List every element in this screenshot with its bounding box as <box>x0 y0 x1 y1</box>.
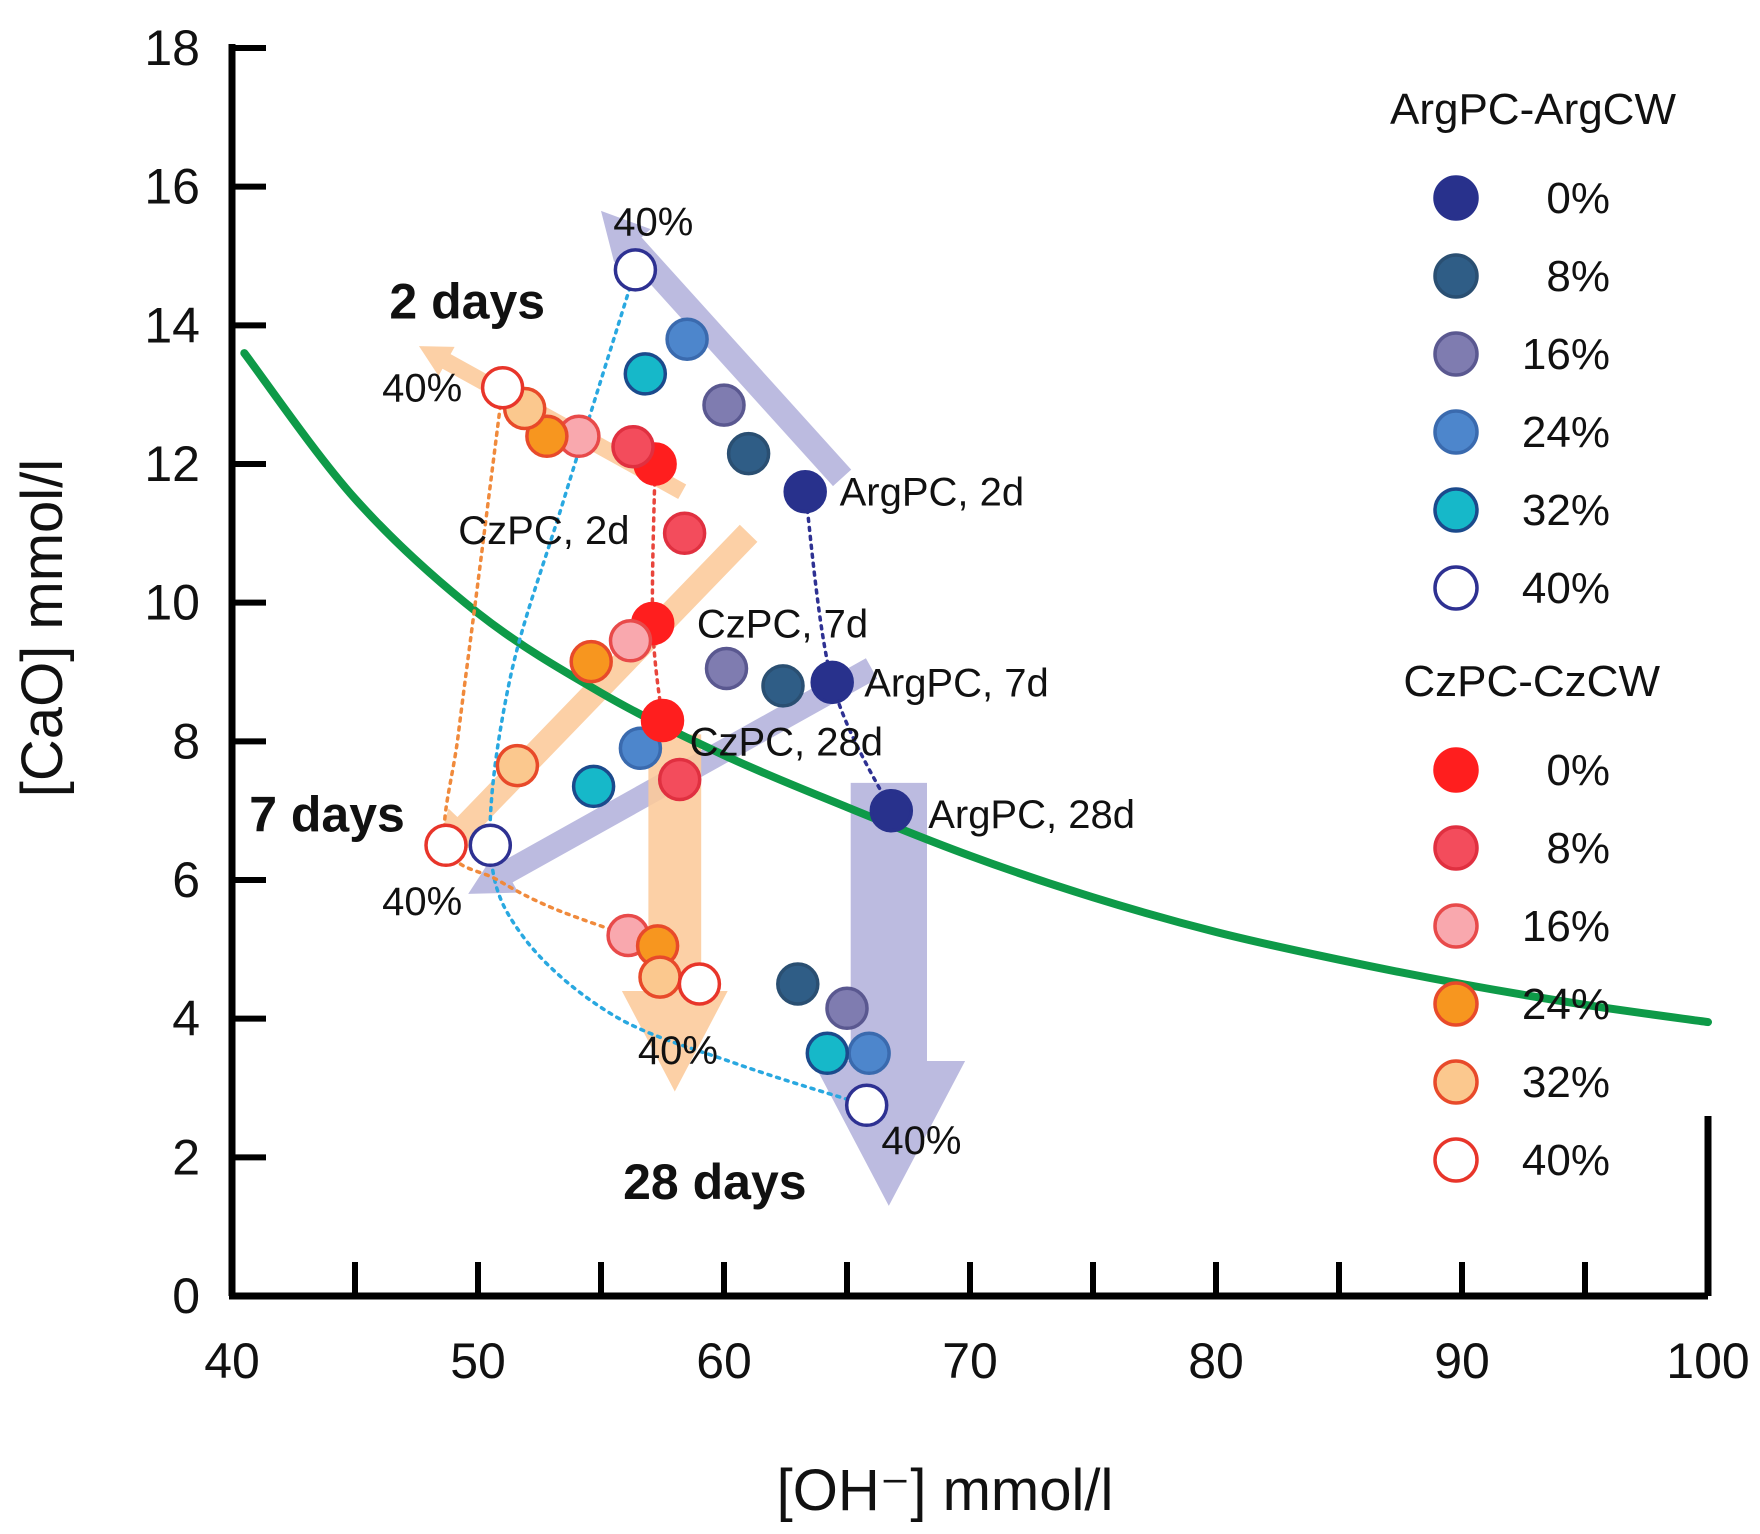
label-czpc-28d: CzPC, 28d <box>690 720 883 764</box>
x-tick-label: 40 <box>204 1333 260 1389</box>
label-argpc-2d: ArgPC, 2d <box>840 471 1025 515</box>
legend-label: 0% <box>1546 746 1610 795</box>
cz-40-path <box>442 385 630 938</box>
argpc-point-level4-1 <box>571 764 616 809</box>
y-tick-label: 10 <box>144 575 200 631</box>
legend-label: 24% <box>1522 408 1610 457</box>
argpc-point-level5-2 <box>844 1083 889 1128</box>
czpc-point-level2-1 <box>608 619 653 663</box>
y-tick-label: 14 <box>144 297 200 353</box>
argpc-point-level3-0 <box>665 317 709 361</box>
label-czpc-2d: CzPC, 2d <box>458 509 629 553</box>
legend-label: 16% <box>1522 330 1610 379</box>
legend-marker <box>1433 175 1479 221</box>
label-40pct-7d: 40% <box>382 880 462 924</box>
legend-marker <box>1433 331 1479 377</box>
label-40pct-top-cz: 40% <box>382 367 462 411</box>
label-40pct-top-arg: 40% <box>613 200 693 244</box>
legend-label: 40% <box>1522 1136 1610 1185</box>
argpc-point-level3-2 <box>847 1031 891 1076</box>
czpc-point-level5-1 <box>424 823 468 868</box>
y-axis-title: [CaO] mmol/l <box>10 459 75 797</box>
y-tick-label: 18 <box>144 20 200 76</box>
legend-label: 8% <box>1546 824 1610 873</box>
legend-marker <box>1433 825 1479 871</box>
argpc-point-level5-1 <box>468 823 513 868</box>
argpc-point-level4-2 <box>805 1031 850 1076</box>
argpc-point-level0-2 <box>869 788 914 833</box>
x-tick-label: 80 <box>1188 1333 1244 1389</box>
legend-label: 8% <box>1546 252 1610 301</box>
czpc-point-level1-0 <box>611 424 655 469</box>
argpc-point-level2-1 <box>704 646 749 691</box>
label-czpc-7d: CzPC, 7d <box>697 603 868 647</box>
y-tick-label: 0 <box>172 1268 200 1324</box>
x-tick-label: 50 <box>450 1333 506 1389</box>
legend-marker <box>1433 1059 1479 1105</box>
argpc-point-level2-0 <box>702 383 746 427</box>
x-axis-title: [OH⁻] mmol/l <box>777 1458 1114 1523</box>
czpc-point-level5-2 <box>677 962 722 1006</box>
argpc-point-level0-0 <box>783 469 827 514</box>
argpc-point-level1-1 <box>761 664 805 708</box>
czpc-point-level1-2 <box>657 757 702 802</box>
label-40pct-28d-arg: 40% <box>881 1119 961 1163</box>
argpc-point-level2-2 <box>825 986 869 1031</box>
legend-marker <box>1433 565 1479 611</box>
argpc-point-level1-2 <box>776 962 820 1006</box>
legend-marker <box>1433 747 1479 793</box>
legend-label: 16% <box>1522 902 1610 951</box>
legend-label: 0% <box>1546 174 1610 223</box>
czpc-point-level3-1 <box>569 639 613 684</box>
legend-label: 24% <box>1522 980 1610 1029</box>
argpc-point-level5-0 <box>613 248 658 292</box>
argpc-point-level4-0 <box>623 352 668 396</box>
czpc-point-level4-1 <box>495 743 540 788</box>
czpc-point-level5-0 <box>480 365 525 410</box>
y-tick-label: 12 <box>144 436 200 492</box>
legend-marker <box>1433 981 1479 1027</box>
annotations: 2 days 7 days 28 days ArgPC, 2d ArgPC, 7d Arg… <box>249 200 1135 1210</box>
czpc-point-level0-2 <box>640 698 685 743</box>
y-tick-label: 4 <box>172 991 200 1047</box>
legend-label: 32% <box>1522 1058 1610 1107</box>
legend-marker <box>1433 253 1479 299</box>
arg-2d-arrow <box>601 210 852 487</box>
legend-label: 32% <box>1522 486 1610 535</box>
legend-marker <box>1433 1137 1479 1183</box>
label-28-days: 28 days <box>623 1154 806 1210</box>
y-tick-label: 6 <box>172 852 200 908</box>
x-tick-label: 60 <box>696 1333 752 1389</box>
label-40pct-28d-cz: 40% <box>638 1029 718 1073</box>
label-2-days: 2 days <box>389 274 545 330</box>
label-7-days: 7 days <box>249 787 405 843</box>
x-tick-label: 90 <box>1434 1333 1490 1389</box>
legend-title-argpc: ArgPC-ArgCW <box>1390 85 1676 134</box>
czpc-point-level4-2 <box>638 955 682 999</box>
cz-0-path <box>650 462 665 723</box>
legend-marker <box>1433 903 1479 949</box>
legend-marker <box>1433 487 1479 533</box>
legend-label: 40% <box>1522 564 1610 613</box>
argpc-point-level0-1 <box>810 660 854 705</box>
czpc-point-level1-1 <box>662 511 707 556</box>
axes: 40 50 60 70 80 90 100 0 2 4 6 8 10 12 14 16 18 <box>144 20 1749 1389</box>
legend-title-czpc: CzPC-CzCW <box>1403 657 1660 706</box>
label-argpc-28d: ArgPC, 28d <box>928 793 1135 837</box>
y-tick-label: 16 <box>144 159 200 215</box>
legend-marker <box>1433 409 1479 455</box>
x-tick-label: 100 <box>1666 1333 1749 1389</box>
label-argpc-7d: ArgPC, 7d <box>864 661 1049 705</box>
y-tick-label: 2 <box>172 1129 200 1185</box>
y-tick-label: 8 <box>172 713 200 769</box>
x-tick-label: 70 <box>942 1333 998 1389</box>
argpc-point-level1-0 <box>726 431 771 476</box>
data-points <box>424 248 914 1128</box>
